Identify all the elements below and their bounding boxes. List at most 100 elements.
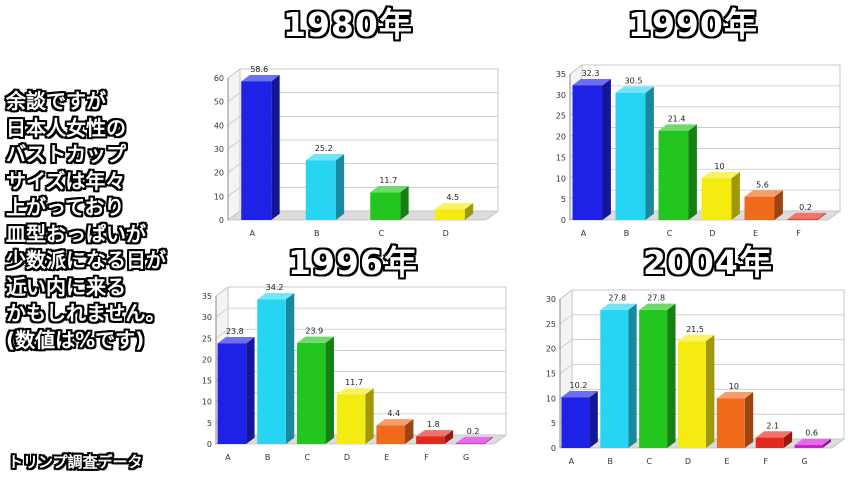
bar-top xyxy=(296,336,334,343)
bar-chart-1980: 0 10 20 30 40 50 60 58.6 A 25.2 B 11.7 C 4.5 D xyxy=(214,65,500,238)
bar-top xyxy=(744,190,783,197)
bar-front xyxy=(600,309,629,448)
data-label: 11.7 xyxy=(345,378,363,387)
bar-A xyxy=(241,75,280,221)
bar-side xyxy=(405,419,414,444)
bar-top xyxy=(241,75,280,82)
x-tick-label: E xyxy=(384,453,389,462)
bar-side xyxy=(335,154,345,220)
bar-front xyxy=(716,398,745,448)
bar-top xyxy=(257,293,295,300)
data-label: 0.6 xyxy=(805,429,818,438)
y-tick-label: 0 xyxy=(551,444,556,453)
x-tick-label: B xyxy=(608,457,614,466)
y-tick-label: 25 xyxy=(546,320,556,329)
y-tick-label: 20 xyxy=(214,169,224,178)
bar-B xyxy=(600,303,637,448)
bar-side xyxy=(325,336,334,444)
side-note-line: 日本人女性の xyxy=(6,115,126,140)
bar-front xyxy=(376,425,406,444)
side-note-line: バストカップ xyxy=(6,142,126,166)
gridline xyxy=(227,163,498,173)
bar-side xyxy=(285,293,295,444)
bar-front xyxy=(755,437,784,448)
x-tick-label: G xyxy=(801,457,807,466)
side-note: 余談ですが 日本人女性の バストカップ サイズは年々 上がっており 皿型おっぱい… xyxy=(6,88,166,353)
y-tick-label: 50 xyxy=(214,98,224,107)
x-tick-label: G xyxy=(463,453,469,462)
bar-side xyxy=(783,431,793,448)
side-note-line: 少数派になる日が xyxy=(6,248,166,272)
data-label: 2.1 xyxy=(766,421,779,430)
bar-F xyxy=(416,430,454,444)
data-label: 11.7 xyxy=(379,176,397,185)
bar-C xyxy=(658,124,697,220)
bar-front xyxy=(217,343,247,444)
gridline xyxy=(227,186,498,197)
y-tick-label: 20 xyxy=(556,133,566,142)
bar-top xyxy=(336,388,374,395)
gridline xyxy=(215,328,506,339)
bar-side xyxy=(822,438,831,448)
y-tick-label: 5 xyxy=(561,195,566,204)
side-note-line: かもしれません。 xyxy=(6,301,166,325)
x-tick-label: C xyxy=(646,457,652,466)
bar-C xyxy=(370,186,409,220)
bar-side xyxy=(688,124,697,220)
bar-G xyxy=(794,438,831,448)
bar-top xyxy=(755,431,793,438)
y-tick-label: 10 xyxy=(214,192,224,201)
side-note-line: サイズは年々 xyxy=(6,168,126,193)
bar-top xyxy=(561,391,598,398)
bar-side xyxy=(774,190,783,220)
bar-A xyxy=(561,391,598,448)
gridline xyxy=(559,314,844,325)
gridline xyxy=(215,286,506,297)
bar-top xyxy=(701,171,740,179)
data-label: 27.8 xyxy=(608,294,626,303)
data-label: 23.8 xyxy=(226,327,244,336)
bar-E xyxy=(716,392,754,448)
gridline xyxy=(227,210,498,221)
chart-title-2004: 2004年 xyxy=(643,243,773,282)
bar-chart-2004: 0 5 10 15 20 25 30 10.2 A 27.8 B 27.8 C 21.5 D 10 E 2.1 F 0… xyxy=(546,289,846,466)
bar-top xyxy=(376,419,414,426)
source-label: トリンプ調査データ xyxy=(8,453,143,471)
x-tick-label: E xyxy=(724,457,729,466)
bar-D xyxy=(678,334,715,448)
bar-B xyxy=(257,293,295,444)
data-label: 30.5 xyxy=(625,76,643,85)
y-tick-label: 15 xyxy=(556,153,566,162)
x-tick-label: E xyxy=(753,229,758,238)
gridline xyxy=(227,115,498,126)
y-tick-label: 35 xyxy=(202,292,212,301)
bar-top xyxy=(794,438,831,446)
gridline xyxy=(569,64,840,75)
bar-front xyxy=(658,130,689,220)
bar-side xyxy=(484,436,493,444)
x-tick-label: F xyxy=(796,229,801,238)
y-tick-label: 10 xyxy=(202,398,212,407)
bar-top xyxy=(716,392,754,399)
data-label: 0.2 xyxy=(799,203,812,212)
side-note-line: (数値は%です) xyxy=(6,327,145,352)
bar-front xyxy=(787,219,818,220)
bar-D xyxy=(336,388,374,444)
bar-C xyxy=(639,303,676,448)
bar-front xyxy=(678,341,706,448)
bar-front xyxy=(434,209,465,220)
y-tick-label: 10 xyxy=(546,394,556,403)
x-tick-label: B xyxy=(624,229,630,238)
bar-front xyxy=(370,192,401,220)
bar-side xyxy=(645,86,654,220)
bar-D xyxy=(434,203,474,220)
chart-title-1980: 1980年 xyxy=(283,5,413,44)
bar-side xyxy=(365,388,374,444)
bar-side xyxy=(731,171,740,220)
bar-side xyxy=(246,337,255,444)
bar-A xyxy=(217,337,255,444)
y-tick-label: 0 xyxy=(219,216,224,225)
bar-chart-1990: 0 5 10 15 20 25 30 35 32.3 A 30.5 B 21.4 C 10 D 5.6 E 0.2 F xyxy=(556,64,842,238)
bar-E xyxy=(744,190,783,220)
gridline xyxy=(215,307,506,318)
